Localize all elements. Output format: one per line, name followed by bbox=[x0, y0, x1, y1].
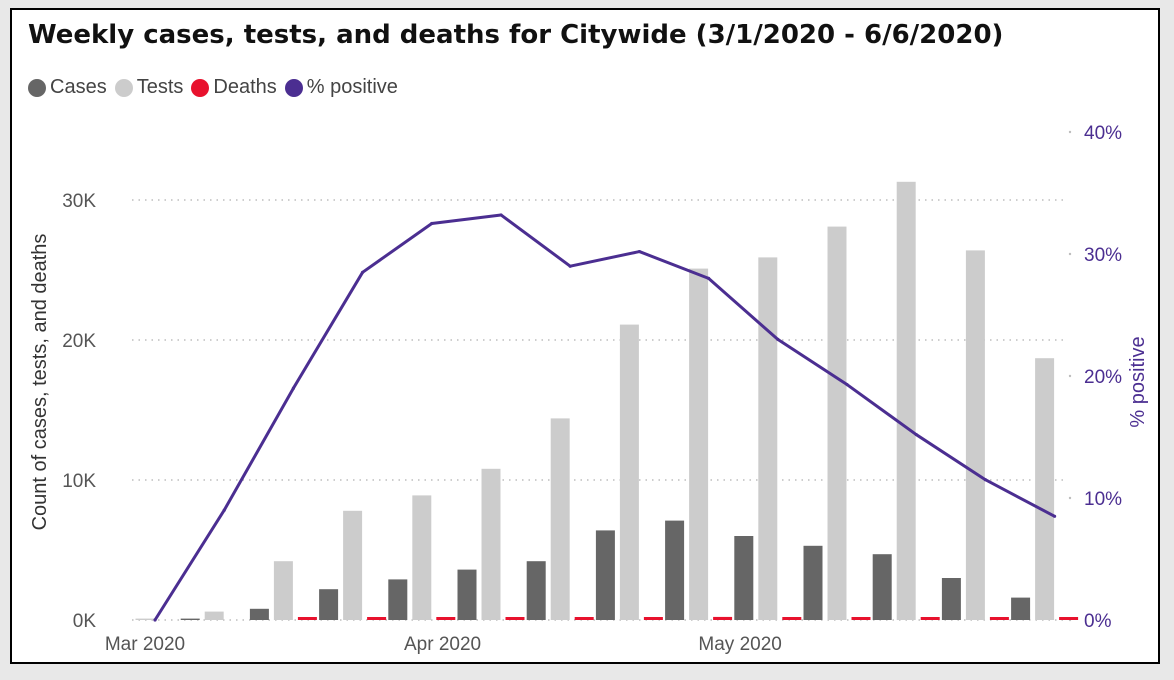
bar-cases-1 bbox=[180, 618, 200, 620]
point-percent-positive-1 bbox=[222, 508, 226, 512]
point-percent-positive-8 bbox=[707, 276, 711, 280]
chart-title: Weekly cases, tests, and deaths for City… bbox=[28, 20, 1004, 50]
legend-item: % positive bbox=[284, 76, 398, 99]
legend-item: Tests bbox=[114, 76, 184, 99]
legend-label: Cases bbox=[50, 76, 107, 98]
bar-deaths-4 bbox=[436, 617, 456, 620]
bar-tests-8 bbox=[689, 268, 709, 620]
y2-axis-title: % positive bbox=[1127, 336, 1149, 427]
point-percent-positive-6 bbox=[568, 264, 572, 268]
y-tick-label: 10K bbox=[62, 471, 96, 492]
bar-cases-13 bbox=[1011, 597, 1031, 620]
bar-tests-5 bbox=[481, 468, 501, 620]
legend-swatch bbox=[114, 78, 133, 97]
legend-item: Cases bbox=[28, 76, 107, 99]
bar-cases-9 bbox=[734, 536, 754, 620]
x-tick-label: May 2020 bbox=[698, 634, 781, 655]
x-tick-label: Apr 2020 bbox=[404, 634, 481, 655]
bar-deaths-3 bbox=[367, 617, 387, 620]
x-tick-label: Mar 2020 bbox=[105, 634, 185, 655]
bar-tests-10 bbox=[827, 226, 847, 620]
y2-tick-label: 10% bbox=[1084, 489, 1122, 510]
bar-cases-11 bbox=[872, 554, 892, 620]
bar-cases-12 bbox=[941, 578, 961, 620]
legend-swatch bbox=[191, 78, 210, 97]
y2-tick-label: 40% bbox=[1084, 123, 1122, 144]
point-percent-positive-2 bbox=[291, 386, 295, 390]
y-tick-label: 0K bbox=[73, 611, 97, 632]
point-percent-positive-9 bbox=[776, 337, 780, 341]
line-percent-positive bbox=[153, 213, 1056, 621]
bar-deaths-5 bbox=[505, 617, 525, 620]
y2-tick-mark bbox=[1068, 496, 1072, 500]
bar-deaths-6 bbox=[574, 617, 594, 620]
point-percent-positive-13 bbox=[1053, 514, 1057, 518]
legend-swatch bbox=[28, 78, 46, 97]
legend-swatch bbox=[284, 78, 303, 97]
y-tick-label: 20K bbox=[62, 331, 96, 352]
point-percent-positive-10 bbox=[845, 382, 849, 387]
bar-cases-10 bbox=[803, 545, 823, 620]
y2-tick-label: 20% bbox=[1084, 367, 1122, 388]
bar-deaths-11 bbox=[920, 617, 940, 620]
bar-cases-5 bbox=[457, 569, 477, 620]
bar-tests-3 bbox=[343, 510, 363, 620]
y2-tick-mark bbox=[1068, 374, 1072, 378]
y-tick-label: 30K bbox=[62, 191, 96, 212]
bar-tests-2 bbox=[273, 561, 293, 620]
y-axis-title: Count of cases, tests, and deaths bbox=[29, 234, 51, 531]
bar-cases-3 bbox=[319, 589, 339, 620]
bar-deaths-10 bbox=[851, 617, 871, 620]
point-percent-positive-4 bbox=[430, 221, 434, 226]
bar-deaths-2 bbox=[297, 617, 317, 620]
bar-tests-9 bbox=[758, 257, 778, 620]
point-percent-positive-12 bbox=[983, 478, 988, 482]
bar-deaths-7 bbox=[643, 617, 663, 620]
y2-tick-label: 0% bbox=[1084, 611, 1112, 632]
chart-plot: 0K 10K 20K 30K 0% 10% 20% 30% 40% Mar 2020 Apr 202… bbox=[29, 123, 1149, 655]
bar-cases-4 bbox=[388, 579, 408, 620]
legend-item: Deaths bbox=[191, 76, 277, 99]
bar-cases-7 bbox=[595, 530, 615, 620]
bar-cases-6 bbox=[526, 561, 546, 620]
bar-deaths-9 bbox=[782, 617, 802, 620]
bar-tests-7 bbox=[619, 324, 639, 620]
bar-tests-4 bbox=[412, 495, 432, 620]
bar-tests-11 bbox=[896, 181, 916, 621]
legend-label: % positive bbox=[306, 76, 398, 98]
y2-tick-label: 30% bbox=[1084, 245, 1122, 266]
bar-deaths-8 bbox=[713, 616, 733, 620]
bar-cases-2 bbox=[249, 608, 269, 620]
y2-tick-mark bbox=[1068, 252, 1072, 256]
bar-cases-8 bbox=[665, 520, 685, 620]
bar-tests-13 bbox=[1035, 358, 1055, 620]
point-percent-positive-0 bbox=[153, 618, 157, 622]
point-percent-positive-7 bbox=[637, 249, 642, 254]
legend: Cases Tests Deaths % positive bbox=[28, 76, 406, 99]
legend-label: Tests bbox=[136, 76, 184, 98]
bar-deaths-13 bbox=[1059, 617, 1079, 620]
chart-frame: Weekly cases, tests, and deaths for City… bbox=[10, 8, 1160, 664]
legend-label: Deaths bbox=[213, 76, 277, 98]
bar-tests-1 bbox=[204, 611, 224, 620]
bar-tests-6 bbox=[550, 418, 570, 620]
bar-deaths-12 bbox=[989, 617, 1009, 620]
point-percent-positive-5 bbox=[499, 213, 503, 217]
y2-tick-mark bbox=[1068, 130, 1072, 134]
bar-tests-12 bbox=[965, 250, 985, 620]
point-percent-positive-11 bbox=[914, 432, 918, 437]
point-percent-positive-3 bbox=[361, 270, 365, 274]
bar-tests-0 bbox=[135, 618, 155, 620]
